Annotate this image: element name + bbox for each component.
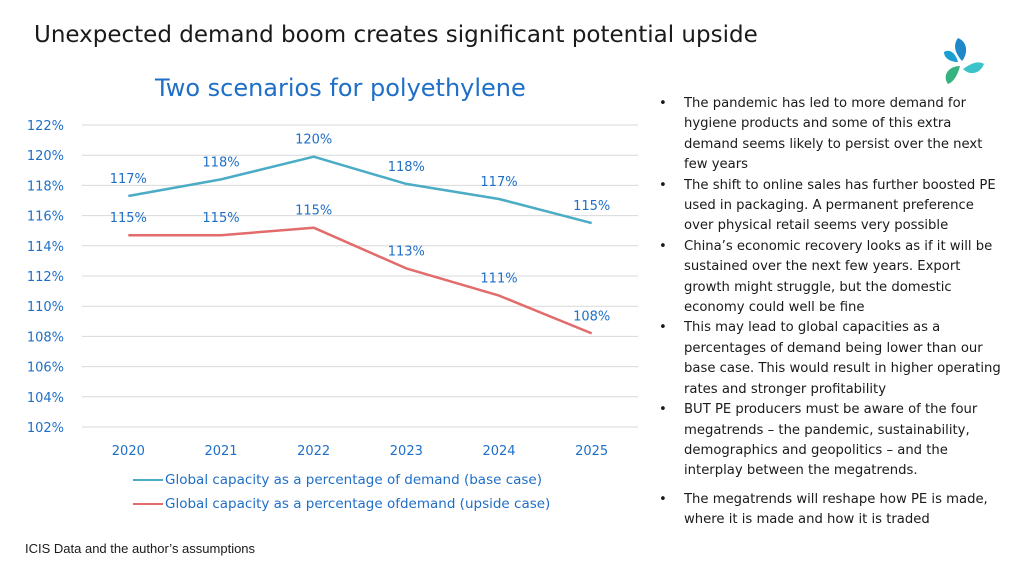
y-tick-label: 108% bbox=[27, 330, 64, 345]
x-tick-label: 2025 bbox=[575, 444, 608, 459]
legend-swatch-upside-case bbox=[133, 503, 163, 505]
y-tick-label: 102% bbox=[27, 421, 64, 436]
chart-legend: Global capacity as a percentage of deman… bbox=[133, 468, 550, 516]
series-line-upside-case bbox=[128, 226, 593, 335]
bullet-item: The pandemic has led to more demand for … bbox=[656, 94, 1006, 176]
data-label: 118% bbox=[202, 155, 239, 170]
slide-title: Unexpected demand boom creates significa… bbox=[34, 22, 758, 48]
data-label: 115% bbox=[202, 211, 239, 226]
data-label: 117% bbox=[110, 172, 147, 187]
data-label: 115% bbox=[295, 204, 332, 219]
data-label: 117% bbox=[480, 175, 517, 190]
legend-label-upside-case: Global capacity as a percentage ofdemand… bbox=[165, 496, 551, 512]
bullet-item: The shift to online sales has further bo… bbox=[656, 176, 1006, 237]
bullet-list: The pandemic has led to more demand for … bbox=[656, 94, 1006, 531]
legend-label-base-case: Global capacity as a percentage of deman… bbox=[165, 472, 543, 488]
y-tick-label: 114% bbox=[27, 240, 64, 255]
chart-title: Two scenarios for polyethylene bbox=[155, 74, 526, 102]
y-tick-label: 120% bbox=[27, 149, 64, 164]
y-tick-label: 122% bbox=[27, 119, 64, 134]
legend-item-upside-case: Global capacity as a percentage ofdemand… bbox=[133, 492, 550, 516]
y-tick-label: 112% bbox=[27, 270, 64, 285]
data-label: 115% bbox=[573, 199, 610, 214]
y-tick-label: 104% bbox=[27, 391, 64, 406]
data-label: 118% bbox=[388, 160, 425, 175]
x-tick-label: 2020 bbox=[112, 444, 145, 459]
x-tick-label: 2022 bbox=[297, 444, 330, 459]
series-line-base-case bbox=[128, 155, 593, 225]
data-label: 120% bbox=[295, 133, 332, 148]
data-label: 111% bbox=[480, 272, 517, 287]
data-label: 115% bbox=[110, 211, 147, 226]
y-tick-label: 110% bbox=[27, 300, 64, 315]
bullet-item: China’s economic recovery looks as if it… bbox=[656, 237, 1006, 319]
source-note: ICIS Data and the author’s assumptions bbox=[25, 541, 256, 556]
y-tick-label: 106% bbox=[27, 361, 64, 376]
legend-swatch-base-case bbox=[133, 479, 163, 481]
bullet-item: The megatrends will reshape how PE is ma… bbox=[656, 490, 1006, 531]
x-tick-label: 2021 bbox=[204, 444, 237, 459]
x-tick-label: 2023 bbox=[390, 444, 423, 459]
legend-item-base-case: Global capacity as a percentage of deman… bbox=[133, 468, 550, 492]
data-label: 108% bbox=[573, 309, 610, 324]
y-tick-label: 118% bbox=[27, 179, 64, 194]
y-tick-label: 116% bbox=[27, 210, 64, 225]
triskele-logo-icon bbox=[944, 38, 984, 84]
line-chart: 102% 104% 106% 108% 110% 112% 114% 116% 118% 120%… bbox=[27, 119, 638, 459]
bullet-item: This may lead to global capacities as a … bbox=[656, 318, 1006, 400]
data-label: 113% bbox=[388, 244, 425, 259]
x-tick-label: 2024 bbox=[482, 444, 515, 459]
bullet-item: BUT PE producers must be aware of the fo… bbox=[656, 400, 1006, 482]
